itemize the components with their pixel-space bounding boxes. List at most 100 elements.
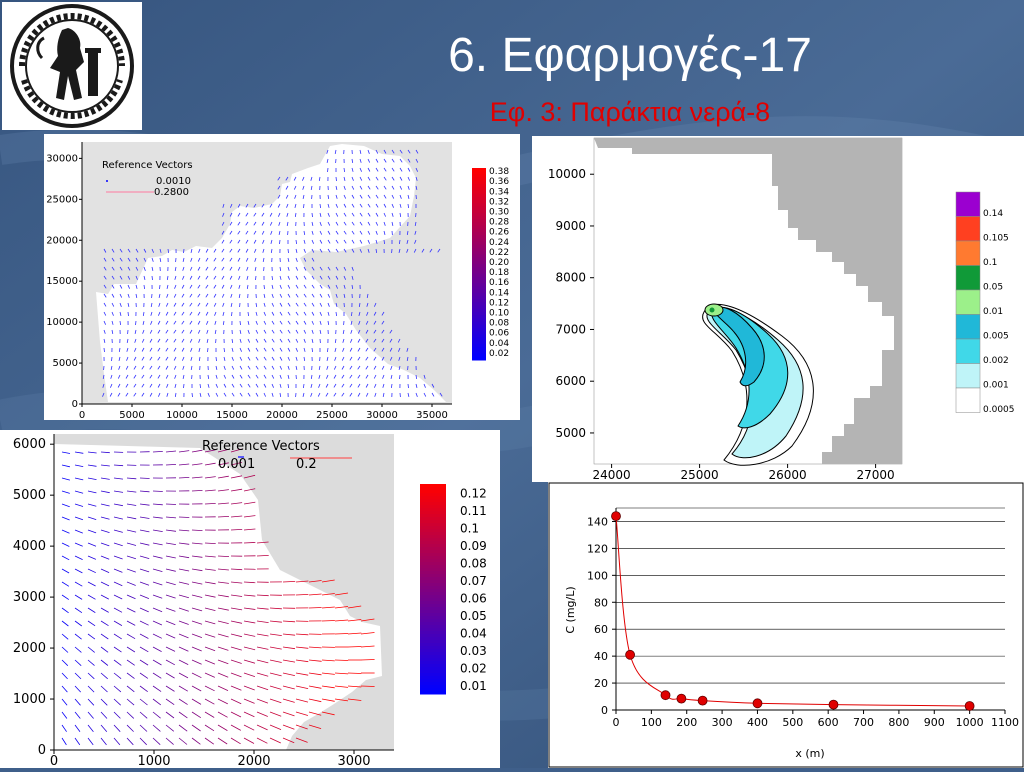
y-tick-label: 8000 xyxy=(555,271,586,285)
colorbar-band xyxy=(420,640,446,644)
y-tick-label: 60 xyxy=(594,623,608,636)
data-point xyxy=(965,702,974,711)
y-tick-label: 25000 xyxy=(46,194,78,205)
vector-arrow xyxy=(335,660,348,661)
colorbar-label: 0.04 xyxy=(489,339,509,349)
y-tick-label: 140 xyxy=(587,515,608,528)
colorbar-band xyxy=(420,649,446,653)
colorbar-band xyxy=(472,190,486,194)
colorbar-band xyxy=(420,505,446,509)
colorbar-band xyxy=(472,267,486,271)
y-axis-label: C (mg/L) xyxy=(564,586,577,633)
vector-arrow xyxy=(184,249,185,253)
slide-title: 6. Εφαρμογές-17 xyxy=(300,26,960,86)
colorbar-label: 0.32 xyxy=(489,197,509,207)
legend-label: 0.005 xyxy=(983,332,1009,342)
colorbar-band xyxy=(420,592,446,596)
colorbar-label: 0.09 xyxy=(460,539,487,553)
legend-swatch xyxy=(956,217,980,242)
colorbar-band xyxy=(472,232,486,236)
vector-arrow xyxy=(240,321,241,325)
vector-arrow xyxy=(136,321,137,325)
colorbar-label: 0.1 xyxy=(460,522,479,536)
colorbar-band xyxy=(420,619,446,623)
x-tick-label: 100 xyxy=(641,716,662,729)
colorbar-band xyxy=(472,187,486,191)
colorbar-band xyxy=(420,523,446,527)
colorbar-band xyxy=(472,322,486,326)
colorbar-band xyxy=(472,210,486,214)
colorbar-label: 0.07 xyxy=(460,574,487,588)
colorbar-band xyxy=(420,655,446,659)
colorbar-band xyxy=(472,357,486,361)
colorbar-label: 0.14 xyxy=(489,288,509,298)
colorbar-band xyxy=(472,251,486,255)
vector-arrow xyxy=(361,660,375,661)
vector-arrow xyxy=(348,647,361,648)
colorbar-band xyxy=(420,679,446,683)
legend-swatch xyxy=(956,364,980,389)
y-tick-label: 9000 xyxy=(555,219,586,233)
colorbar-band xyxy=(472,219,486,223)
y-tick-label: 80 xyxy=(594,596,608,609)
legend-label: 0.0005 xyxy=(983,405,1015,415)
colorbar-band xyxy=(420,586,446,590)
legend-label: 0.1 xyxy=(983,258,997,268)
colorbar-band xyxy=(420,613,446,617)
y-tick-label: 120 xyxy=(587,542,608,555)
colorbar-band xyxy=(420,550,446,554)
colorbar-band xyxy=(472,264,486,268)
colorbar-band xyxy=(420,490,446,494)
colorbar-band xyxy=(420,562,446,566)
colorbar-band xyxy=(420,688,446,692)
colorbar-band xyxy=(420,691,446,695)
colorbar-label: 0.06 xyxy=(489,329,509,339)
x-tick-label: 35000 xyxy=(416,410,448,420)
colorbar-band xyxy=(472,171,486,175)
colorbar-band xyxy=(472,261,486,265)
y-tick-label: 10000 xyxy=(548,167,586,181)
reference-vector-value-2b: 0.2 xyxy=(296,457,317,472)
colorbar-band xyxy=(420,580,446,584)
y-tick-label: 0 xyxy=(601,704,608,717)
vector-arrow xyxy=(166,504,176,505)
vector-arrow xyxy=(256,276,257,280)
colorbar-band xyxy=(472,344,486,348)
data-point xyxy=(753,699,762,708)
colorbar-band xyxy=(420,577,446,581)
colorbar-band xyxy=(472,331,486,335)
y-tick-label: 0 xyxy=(72,399,78,410)
y-tick-label: 10000 xyxy=(46,317,78,328)
y-tick-label: 100 xyxy=(587,569,608,582)
colorbar-band xyxy=(420,676,446,680)
colorbar-band xyxy=(420,520,446,524)
vector-arrow xyxy=(361,686,375,687)
x-tick-label: 26000 xyxy=(769,468,807,482)
colorbar-band xyxy=(420,529,446,533)
y-tick-label: 30000 xyxy=(46,153,78,164)
colorbar-label: 0.02 xyxy=(460,662,487,676)
colorbar-band xyxy=(420,646,446,650)
vector-arrow xyxy=(140,478,150,479)
legend-swatch xyxy=(956,192,980,217)
vector-arrow xyxy=(304,204,305,208)
colorbar-label: 0.03 xyxy=(460,644,487,658)
colorbar-band xyxy=(472,277,486,281)
colorbar-band xyxy=(420,565,446,569)
x-tick-label: 400 xyxy=(747,716,768,729)
vector-arrow xyxy=(128,312,129,316)
legend-swatch xyxy=(956,315,980,340)
colorbar-band xyxy=(420,652,446,656)
slide-subtitle: Εφ. 3: Παράκτια νερά-8 xyxy=(300,96,960,128)
colorbar-band xyxy=(420,622,446,626)
x-tick-label: 1100 xyxy=(991,716,1019,729)
colorbar-label: 0.08 xyxy=(489,319,509,329)
colorbar-band xyxy=(420,484,446,488)
colorbar-band xyxy=(420,517,446,521)
colorbar-band xyxy=(420,610,446,614)
legend-swatch xyxy=(956,266,980,291)
vector-arrow xyxy=(216,357,217,361)
colorbar-band xyxy=(420,511,446,515)
colorbar-band xyxy=(420,616,446,620)
